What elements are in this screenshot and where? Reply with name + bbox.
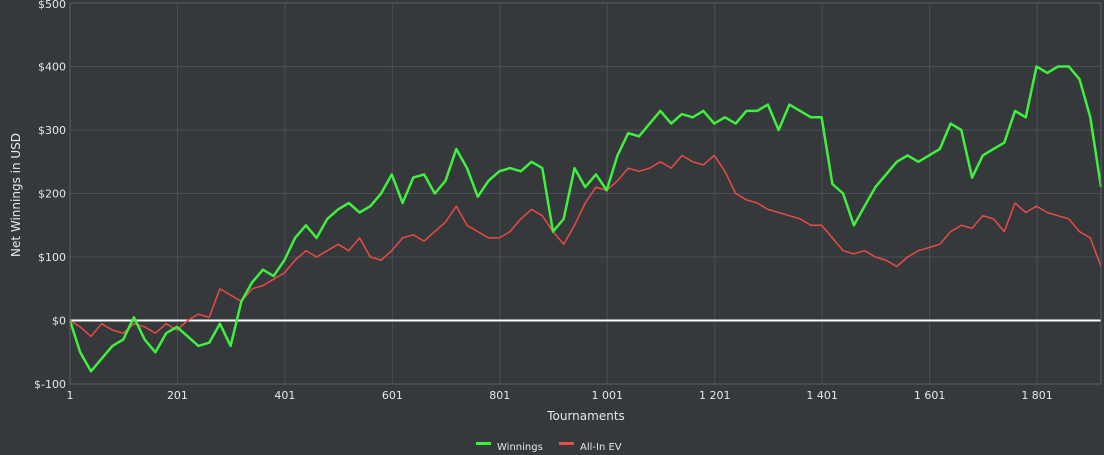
x-tick-label: 201: [167, 389, 188, 402]
x-tick-label: 1 601: [914, 389, 946, 402]
series-line-winnings: [68, 65, 1103, 373]
y-tick-label: $0: [52, 315, 66, 328]
plot-border: [69, 2, 1102, 385]
x-tick-label: 1 401: [806, 389, 838, 402]
x-axis-title: Tournaments: [546, 409, 625, 423]
x-tick-label: 1 001: [592, 389, 624, 402]
legend-label-all-in-ev: All-In EV: [580, 442, 622, 453]
x-tick-label: 401: [274, 389, 295, 402]
legend-swatch-winnings: [476, 442, 491, 445]
y-tick-label: $100: [38, 251, 66, 264]
x-tick-label: 1: [67, 389, 74, 402]
y-tick-label: $-100: [34, 378, 66, 391]
y-tick-label: $300: [38, 124, 66, 137]
legend-label-winnings: Winnings: [497, 442, 543, 453]
x-tick-label: 1 801: [1021, 389, 1053, 402]
x-tick-label: 801: [489, 389, 510, 402]
legend: Winnings All-In EV: [476, 442, 622, 453]
series-layer: [68, 65, 1103, 373]
y-axis-title: Net Winnings in USD: [9, 133, 23, 257]
x-tick-label: 601: [382, 389, 403, 402]
legend-swatch-all-in-ev: [559, 442, 574, 445]
x-axis-ticks: 1 201 401 601 801 1 001 1 201 1 401 1 601 1 801: [67, 389, 1053, 402]
y-tick-label: $200: [38, 188, 66, 201]
y-tick-label: $500: [38, 0, 66, 11]
y-tick-label: $400: [38, 61, 66, 74]
x-tick-label: 1 201: [699, 389, 731, 402]
y-axis-ticks: $-100 $0 $100 $200 $300 $400 $500: [34, 0, 66, 391]
